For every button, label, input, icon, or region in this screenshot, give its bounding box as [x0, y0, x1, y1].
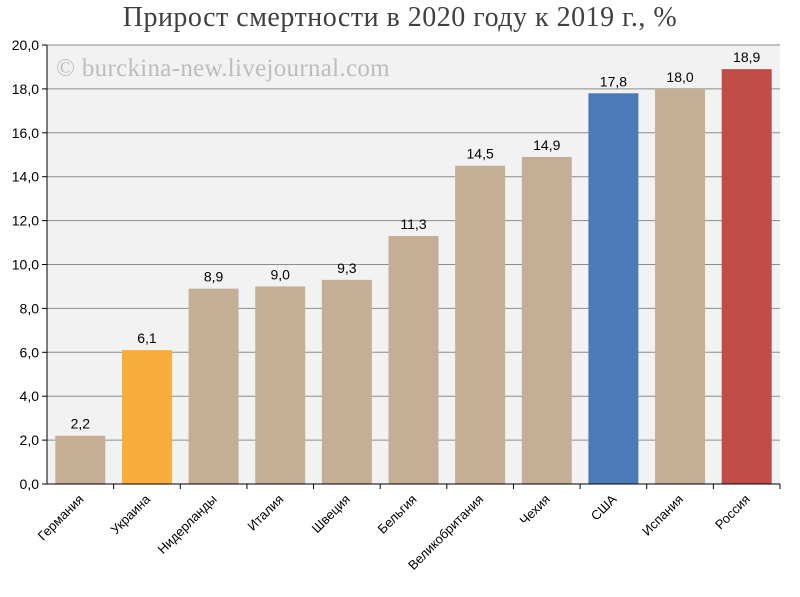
x-tick-label: Германия	[35, 492, 87, 544]
bar	[655, 88, 706, 485]
y-axis: 0,0 2,0 4,0 6,0 8,0 10,0 12,0 14,0 16,0 18,0 20,0	[12, 37, 48, 492]
data-label: 11,3	[400, 216, 426, 232]
data-label: 18,9	[733, 49, 760, 65]
bars	[55, 69, 772, 485]
chart-title: Прирост смертности в 2020 году к 2019 г.…	[122, 2, 678, 33]
x-tick-label: Россия	[712, 492, 753, 533]
y-tick-label: 10,0	[12, 257, 39, 273]
bar	[321, 279, 372, 484]
bar	[188, 288, 239, 484]
y-tick-label: 2,0	[20, 432, 40, 448]
x-tick-label: Испания	[639, 492, 686, 539]
data-label: 14,5	[467, 146, 494, 162]
y-tick-label: 16,0	[12, 125, 39, 141]
data-label: 18,0	[666, 69, 693, 85]
bar	[121, 350, 172, 484]
y-tick-label: 14,0	[12, 169, 39, 185]
y-tick-label: 8,0	[20, 300, 40, 316]
x-tick-label: Украина	[107, 491, 153, 537]
x-tick-label: США	[588, 491, 620, 523]
bar	[255, 286, 306, 484]
bar	[721, 69, 772, 485]
y-tick-label: 18,0	[12, 81, 39, 97]
bar	[588, 93, 639, 484]
data-label: 2,2	[71, 416, 91, 432]
data-label: 14,9	[533, 137, 560, 153]
x-tick-label: Бельгия	[375, 492, 420, 537]
data-label: 17,8	[600, 73, 627, 89]
data-labels: 2,2 6,1 8,9 9,0 9,3 11,3 14,5 14,9 17,8 18,0 18,9	[71, 49, 761, 432]
bar	[388, 235, 439, 484]
data-label: 9,0	[270, 266, 290, 282]
x-tick-label: Нидерланды	[155, 492, 220, 557]
x-tick-label: Чехия	[517, 492, 553, 528]
watermark: © burckina-new.livejournal.com	[56, 55, 390, 82]
data-label: 8,9	[204, 269, 224, 285]
y-tick-label: 4,0	[20, 388, 40, 404]
x-axis: Германия Украина Нидерланды Италия Швеция Бел…	[35, 483, 781, 573]
x-tick-label: Швеция	[309, 492, 353, 536]
x-tick-label: Италия	[244, 492, 286, 534]
bar	[521, 156, 572, 484]
y-tick-label: 0,0	[20, 476, 40, 492]
bar	[455, 165, 506, 484]
y-tick-label: 12,0	[12, 213, 39, 229]
y-tick-label: 20,0	[12, 37, 39, 53]
data-label: 6,1	[137, 330, 157, 346]
data-label: 9,3	[337, 260, 357, 276]
bar	[55, 435, 106, 484]
y-tick-label: 6,0	[20, 344, 40, 360]
